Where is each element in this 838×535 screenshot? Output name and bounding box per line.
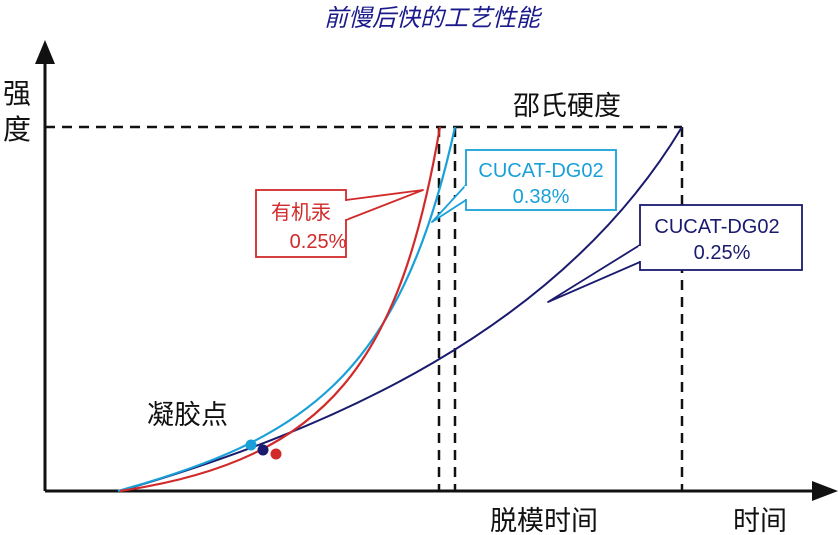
brinell-hardness-label: 邵氏硬度	[513, 91, 621, 122]
callout-cucat-025-box	[639, 204, 803, 271]
curve-cucat-025	[119, 126, 683, 492]
callout-cucat-025-line2: 0.25%	[694, 242, 751, 264]
callout-cucat-038-line1: CUCAT-DG02	[478, 160, 603, 182]
gel-point-mercury	[270, 448, 282, 460]
curve-cucat-038	[117, 126, 457, 493]
y-axis-label-char-2: 度	[3, 113, 31, 146]
callout-cucat-025-line1: CUCAT-DG02	[654, 216, 779, 238]
callout-mercury-box	[255, 189, 347, 258]
gel-point-cucat-038	[245, 439, 257, 451]
y-axis-label-char-1: 强	[3, 77, 31, 110]
callout-mercury-line1: 有机汞	[271, 201, 331, 224]
callout-cucat-038: CUCAT-DG02 0.38%	[431, 149, 617, 223]
callout-mercury: 有机汞 0.25%	[255, 189, 424, 258]
gel-point-label: 凝胶点	[147, 400, 228, 431]
callout-cucat-038-box	[465, 149, 617, 211]
x-axis-label: 时间	[733, 506, 787, 535]
callout-cucat-025-pointer	[547, 244, 641, 303]
demold-time-label: 脱模时间	[490, 506, 598, 535]
gel-point-cucat-025	[257, 444, 269, 456]
callout-mercury-pointer	[345, 189, 424, 221]
callout-cucat-038-pointer	[431, 184, 467, 223]
x-axis-arrow	[812, 481, 838, 501]
callout-cucat-025: CUCAT-DG02 0.25%	[547, 204, 803, 303]
callout-mercury-line2: 0.25%	[290, 231, 347, 253]
y-axis-arrow	[35, 40, 55, 64]
curve-mercury	[119, 126, 442, 493]
callout-cucat-038-line2: 0.38%	[513, 186, 570, 208]
diagram-title: 前慢后快的工艺性能	[324, 4, 543, 32]
